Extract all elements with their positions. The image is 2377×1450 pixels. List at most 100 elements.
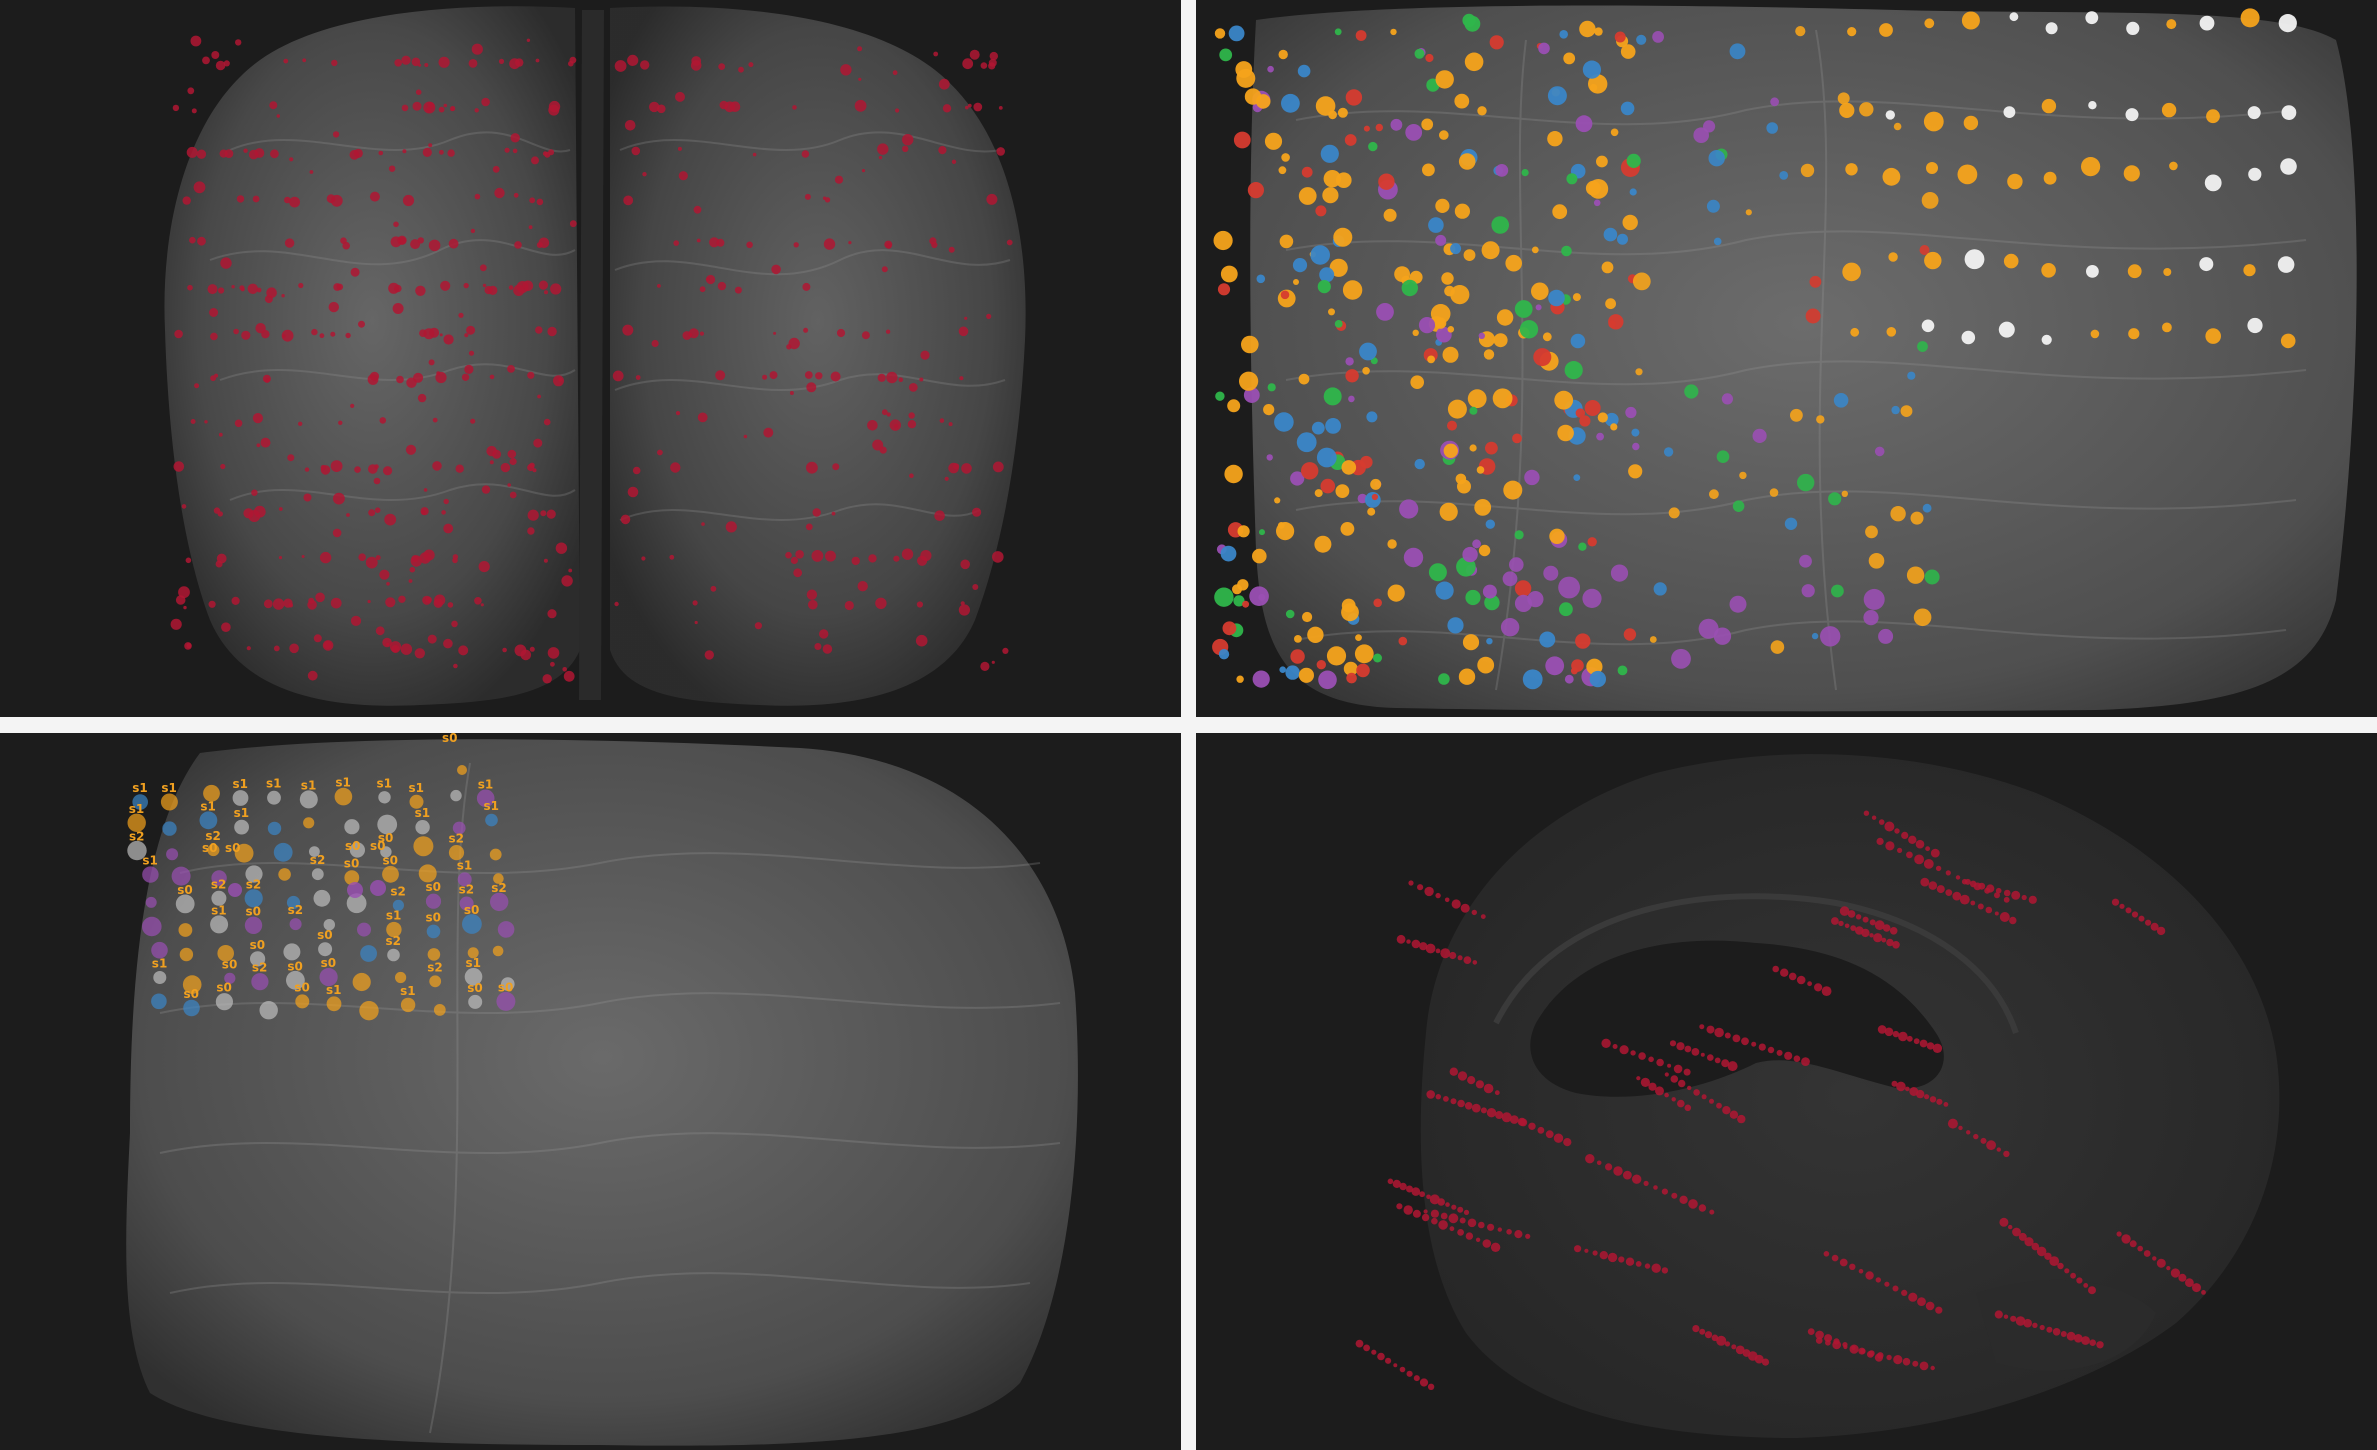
electrode-contact-marker[interactable] bbox=[1528, 1122, 1536, 1130]
electrode-contact-marker[interactable] bbox=[692, 600, 698, 606]
electrode-contact-marker[interactable] bbox=[1863, 588, 1885, 610]
electrode-contact-marker[interactable] bbox=[959, 376, 964, 381]
electrode-contact-marker[interactable] bbox=[1635, 1261, 1642, 1267]
electrode-contact-marker[interactable] bbox=[252, 413, 263, 424]
electrode-contact-marker[interactable] bbox=[1447, 399, 1467, 419]
electrode-contact-marker[interactable] bbox=[2129, 1240, 2137, 1248]
electrode-contact-marker[interactable] bbox=[1255, 94, 1271, 109]
electrode-contact-marker[interactable] bbox=[569, 220, 577, 228]
electrode-contact-marker[interactable] bbox=[1957, 164, 1978, 185]
electrode-contact-marker[interactable] bbox=[1447, 420, 1457, 431]
electrode-contact-marker[interactable] bbox=[251, 489, 258, 496]
electrode-contact-marker[interactable] bbox=[1924, 251, 1942, 270]
electrode-contact-marker[interactable] bbox=[478, 561, 490, 573]
electrode-contact-marker[interactable] bbox=[189, 236, 196, 244]
electrode-contact-marker[interactable] bbox=[635, 375, 641, 380]
electrode-contact-marker[interactable] bbox=[1368, 141, 1378, 152]
electrode-contact-marker[interactable] bbox=[247, 283, 258, 294]
electrode-contact-marker[interactable] bbox=[1561, 245, 1572, 257]
electrode-contact-marker[interactable] bbox=[1413, 1375, 1420, 1382]
electrode-contact-marker[interactable] bbox=[544, 151, 551, 158]
electrode-contact-marker[interactable] bbox=[1475, 1237, 1481, 1242]
electrode-contact-marker[interactable] bbox=[1524, 469, 1540, 486]
electrode-contact-marker[interactable] bbox=[1483, 349, 1495, 360]
electrode-contact-marker[interactable] bbox=[840, 64, 852, 76]
electrode-contact-marker[interactable] bbox=[527, 509, 539, 521]
electrode-contact-marker[interactable] bbox=[401, 55, 411, 65]
electrode-contact-marker[interactable] bbox=[907, 420, 917, 429]
electrode-contact-marker[interactable] bbox=[986, 313, 992, 319]
electrode-contact-marker[interactable] bbox=[2009, 916, 2017, 925]
electrode-contact-marker[interactable] bbox=[1545, 1130, 1554, 1139]
electrode-contact-marker[interactable] bbox=[1280, 290, 1290, 300]
electrode-contact-marker[interactable] bbox=[1610, 564, 1629, 582]
electrode-contact-marker[interactable] bbox=[1868, 553, 1885, 569]
electrode-contact-marker[interactable] bbox=[142, 916, 162, 937]
electrode-contact-marker[interactable] bbox=[1878, 628, 1894, 644]
electrode-contact-marker[interactable] bbox=[375, 555, 381, 561]
electrode-contact-marker[interactable] bbox=[2166, 19, 2177, 30]
electrode-contact-marker[interactable] bbox=[1908, 1292, 1918, 1302]
electrode-contact-marker[interactable] bbox=[1869, 919, 1876, 926]
electrode-contact-marker[interactable] bbox=[2032, 1322, 2038, 1328]
electrode-contact-marker[interactable] bbox=[1816, 415, 1825, 424]
electrode-contact-marker[interactable] bbox=[1359, 342, 1377, 361]
electrode-contact-marker[interactable] bbox=[338, 420, 343, 425]
electrode-contact-marker[interactable] bbox=[1383, 208, 1397, 222]
electrode-contact-marker[interactable] bbox=[234, 419, 243, 428]
electrode-contact-marker[interactable] bbox=[902, 145, 909, 152]
electrode-contact-marker[interactable] bbox=[1714, 1027, 1724, 1038]
electrode-contact-marker[interactable] bbox=[1613, 1166, 1623, 1176]
electrode-contact-marker[interactable] bbox=[224, 149, 234, 159]
electrode-contact-marker[interactable] bbox=[457, 872, 472, 887]
electrode-contact-marker[interactable] bbox=[536, 198, 544, 206]
electrode-contact-marker[interactable] bbox=[419, 329, 427, 338]
electrode-contact-marker[interactable] bbox=[1545, 656, 1565, 676]
electrode-contact-marker[interactable] bbox=[1467, 1076, 1476, 1085]
electrode-contact-marker[interactable] bbox=[1392, 1179, 1401, 1188]
electrode-contact-marker[interactable] bbox=[1929, 1096, 1937, 1103]
electrode-contact-marker[interactable] bbox=[423, 488, 428, 492]
electrode-contact-marker[interactable] bbox=[763, 427, 774, 438]
electrode-contact-marker[interactable] bbox=[1618, 1256, 1625, 1263]
electrode-contact-marker[interactable] bbox=[346, 513, 350, 517]
electrode-contact-marker[interactable] bbox=[1630, 1050, 1636, 1056]
electrode-contact-marker[interactable] bbox=[1440, 1212, 1448, 1220]
electrode-contact-marker[interactable] bbox=[234, 819, 250, 835]
electrode-contact-marker[interactable] bbox=[1548, 289, 1565, 307]
electrode-contact-marker[interactable] bbox=[215, 993, 233, 1011]
electrode-contact-marker[interactable] bbox=[1274, 412, 1294, 432]
electrode-contact-marker[interactable] bbox=[1900, 405, 1913, 417]
electrode-contact-marker[interactable] bbox=[1709, 1209, 1715, 1215]
electrode-contact-marker[interactable] bbox=[986, 193, 998, 205]
electrode-contact-marker[interactable] bbox=[1678, 1079, 1686, 1088]
electrode-contact-marker[interactable] bbox=[1828, 492, 1842, 506]
electrode-contact-marker[interactable] bbox=[427, 102, 434, 109]
electrode-contact-marker[interactable] bbox=[251, 973, 269, 991]
electrode-contact-marker[interactable] bbox=[867, 420, 878, 431]
electrode-contact-marker[interactable] bbox=[378, 150, 384, 156]
electrode-contact-marker[interactable] bbox=[1978, 882, 1986, 890]
electrode-contact-marker[interactable] bbox=[1575, 408, 1585, 418]
electrode-contact-marker[interactable] bbox=[466, 325, 476, 335]
electrode-contact-marker[interactable] bbox=[1865, 525, 1878, 539]
electrode-contact-marker[interactable] bbox=[1863, 610, 1879, 626]
electrode-contact-marker[interactable] bbox=[311, 328, 318, 336]
electrode-contact-marker[interactable] bbox=[510, 133, 520, 143]
electrode-contact-marker[interactable] bbox=[299, 790, 318, 809]
electrode-contact-marker[interactable] bbox=[771, 264, 781, 275]
electrode-contact-marker[interactable] bbox=[496, 991, 516, 1011]
electrode-contact-marker[interactable] bbox=[612, 370, 624, 382]
electrode-contact-marker[interactable] bbox=[474, 108, 479, 113]
electrode-contact-marker[interactable] bbox=[1224, 464, 1243, 484]
electrode-contact-marker[interactable] bbox=[1435, 198, 1450, 213]
electrode-contact-marker[interactable] bbox=[1436, 326, 1452, 343]
electrode-contact-marker[interactable] bbox=[785, 551, 792, 559]
electrode-contact-marker[interactable] bbox=[1430, 304, 1451, 324]
electrode-contact-marker[interactable] bbox=[938, 78, 950, 90]
electrode-contact-marker[interactable] bbox=[1237, 525, 1250, 538]
electrode-contact-marker[interactable] bbox=[693, 205, 702, 214]
electrode-contact-marker[interactable] bbox=[1684, 384, 1699, 399]
electrode-contact-marker[interactable] bbox=[1264, 132, 1283, 150]
electrode-contact-marker[interactable] bbox=[2049, 1256, 2060, 1266]
